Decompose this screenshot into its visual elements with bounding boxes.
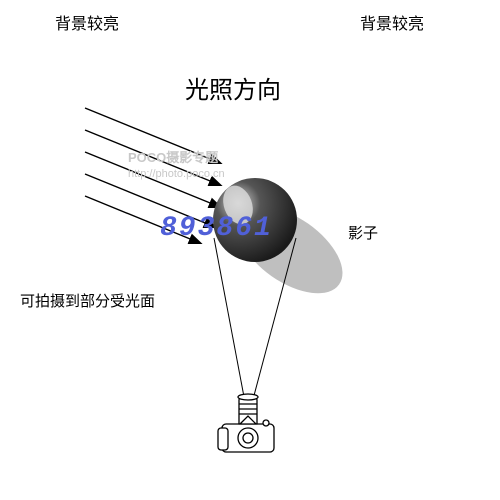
watermark-line2: http://photo.poco.cn	[128, 167, 225, 181]
watermark-line1: POCO摄影专题	[128, 150, 225, 167]
shadow-label: 影子	[348, 222, 378, 243]
bg-bright-right-label: 背景较亮	[360, 10, 424, 34]
partial-lit-note: 可拍摄到部分受光面	[20, 290, 155, 311]
poco-watermark: POCO摄影专题 http://photo.poco.cn	[128, 150, 225, 181]
light-direction-title: 光照方向	[185, 70, 281, 105]
bg-bright-left-label: 背景较亮	[55, 10, 119, 34]
camera-icon	[218, 394, 274, 452]
overlay-code: 893861	[160, 213, 273, 244]
